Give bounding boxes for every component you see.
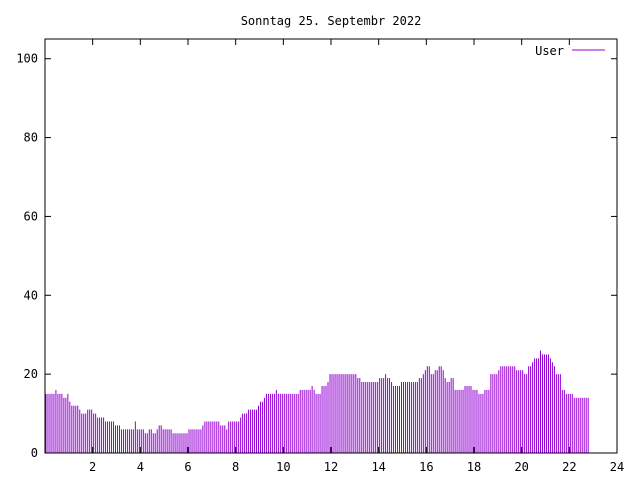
x-tick-label: 22 [562,460,576,474]
chart-title: Sonntag 25. Septembr 2022 [241,14,422,28]
x-tick-label: 16 [419,460,433,474]
x-tick-label: 12 [324,460,338,474]
x-tick-label: 8 [232,460,239,474]
x-tick-label: 2 [89,460,96,474]
x-tick-label: 10 [276,460,290,474]
x-axis: 2 4 6 8 10 12 14 16 18 20 22 24 [89,39,624,474]
y-tick-label: 0 [31,446,38,460]
x-tick-label: 6 [184,460,191,474]
y-tick-label: 60 [24,209,38,223]
y-tick-label: 100 [16,52,38,66]
y-axis: 0 20 40 60 80 100 [16,52,617,460]
legend: User [535,44,605,58]
x-tick-label: 4 [137,460,144,474]
y-tick-label: 40 [24,288,38,302]
y-tick-label: 80 [24,131,38,145]
y-tick-label: 20 [24,367,38,381]
x-tick-label: 20 [514,460,528,474]
plot-frame [44,38,618,454]
series-user-bars [45,350,589,453]
x-tick-label: 18 [467,460,481,474]
x-tick-label: 24 [610,460,624,474]
x-tick-label: 14 [371,460,385,474]
legend-label-user: User [535,44,564,58]
